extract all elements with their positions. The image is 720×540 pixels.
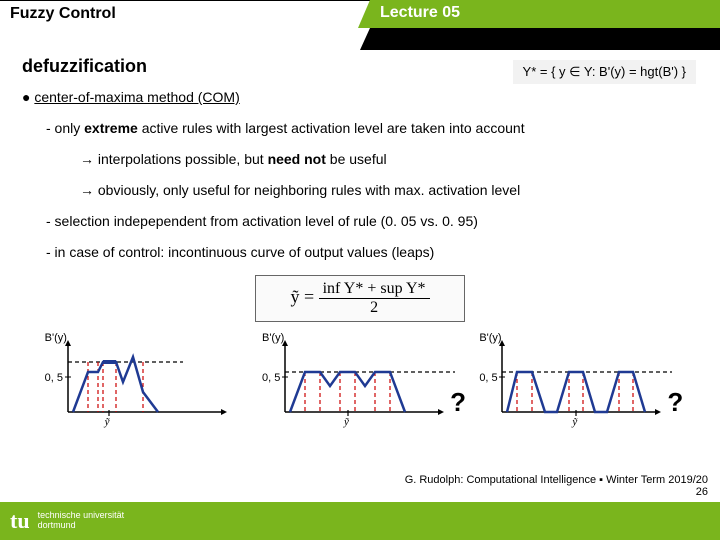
chart-3: B'(y) 0, 5 ỹ ? <box>477 332 677 422</box>
bullet-interpolations: → interpolations possible, but need not … <box>80 149 698 170</box>
com-formula: ỹ = inf Y* + sup Y* 2 <box>255 275 465 322</box>
header-right-title: Lecture 05 <box>370 0 720 28</box>
chart3-svg <box>477 332 677 422</box>
chart3-question-mark: ? <box>667 387 683 418</box>
slide-footer: tu technische universität dortmund <box>0 502 720 540</box>
chart-row: B'(y) 0, 5 ỹ B'(y) 0, 5 ỹ ? B'(y) 0, 5 ỹ… <box>22 332 698 422</box>
chart1-ytilde: ỹ <box>105 416 110 428</box>
tu-mark: tu <box>10 508 30 534</box>
bullet-selection: - selection indepependent from activatio… <box>46 211 698 232</box>
page-meta: G. Rudolph: Computational Intelligence ▪… <box>405 474 708 498</box>
chart2-question-mark: ? <box>450 387 466 418</box>
bullet-list: ● center-of-maxima method (COM) - only e… <box>22 87 698 263</box>
chart-1: B'(y) 0, 5 ỹ <box>43 332 243 422</box>
tu-dortmund-logo: tu technische universität dortmund <box>10 508 124 534</box>
chart2-svg <box>260 332 460 422</box>
chart1-svg <box>43 332 243 422</box>
bullet-extreme: - only extreme active rules with largest… <box>46 118 698 139</box>
chart2-ytilde: ỹ <box>344 416 349 428</box>
chart-2: B'(y) 0, 5 ỹ ? <box>260 332 460 422</box>
slide-header: Fuzzy Control Lecture 05 <box>0 0 720 28</box>
ystar-definition-box: Y* = { y ∈ Y: B'(y) = hgt(B') } <box>513 60 696 84</box>
chart3-ytilde: ỹ <box>572 416 577 428</box>
university-name: technische universität dortmund <box>38 511 125 531</box>
slide-content: defuzzification Y* = { y ∈ Y: B'(y) = hg… <box>0 28 720 422</box>
credit-line: G. Rudolph: Computational Intelligence ▪… <box>405 474 708 486</box>
bullet-neighboring: → obviously, only useful for neighboring… <box>80 180 698 201</box>
header-blackbar <box>370 28 720 50</box>
bullet-dot: ● <box>22 89 34 105</box>
header-left-title: Fuzzy Control <box>0 0 370 28</box>
page-number: 26 <box>405 486 708 498</box>
method-name: center-of-maxima method (COM) <box>34 89 239 105</box>
bullet-control: - in case of control: incontinuous curve… <box>46 242 698 263</box>
method-heading: ● center-of-maxima method (COM) <box>22 87 698 108</box>
